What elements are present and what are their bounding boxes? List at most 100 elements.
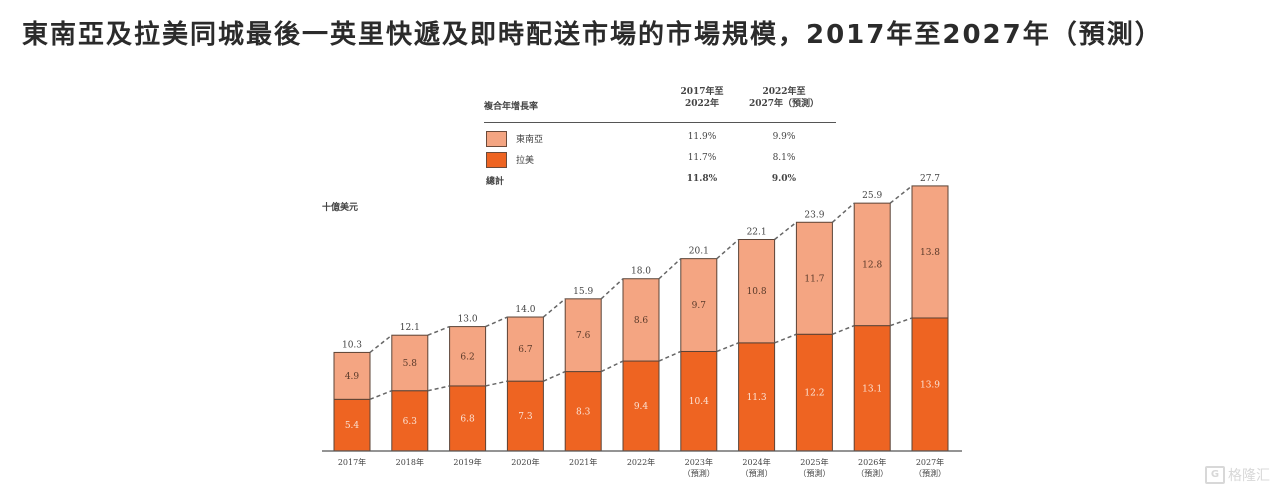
data-label-latam: 5.4 [345,421,360,431]
bar-segment-latam [911,317,949,452]
legend-label-sea: 東南亞 [516,135,544,145]
cagr-total-2022-2027: 9.0% [771,174,797,184]
latam-trend-connector [485,380,508,387]
cagr-col1-line1: 2017年至 [680,87,724,97]
bar-segment-latam [391,390,429,452]
cagr-table-header: 複合年增長率 2017年至 2022年 2022年至 2027年（預測） [484,86,836,123]
total-trend-connector [658,258,682,280]
latam-trend-connector [889,317,913,327]
bar-segment-latam [622,360,660,452]
legend-label-latam: 拉美 [516,156,535,166]
data-label-total: 22.1 [747,228,767,238]
watermark: G 格隆汇 [1205,465,1270,485]
x-tick-label: 2024年 [742,457,770,467]
data-label-total: 18.0 [631,267,651,277]
total-trend-connector [716,238,740,260]
data-label-latam: 13.1 [862,384,882,394]
data-label-sea: 4.9 [345,372,360,382]
total-trend-connector [542,298,566,318]
data-label-total: 13.0 [458,315,478,325]
bar-segment-latam [449,385,487,452]
bar-segment-latam [853,325,891,452]
bar-segment-sea [622,278,660,362]
x-tick-note: （預測） [914,468,946,478]
cagr-col-2017-2022: 2017年至 2022年 [672,86,732,110]
latam-trend-connector [832,324,855,335]
data-label-latam: 13.9 [920,380,940,390]
data-label-total: 15.9 [573,287,593,297]
data-label-sea: 6.7 [518,345,533,355]
latam-trend-connector [369,390,393,401]
x-tick-note: （預測） [856,468,888,478]
bar-segment-latam [564,371,602,452]
bar-segment-sea [564,298,602,373]
x-tick-label: 2018年 [396,457,424,467]
cagr-col-2022-2027: 2022年至 2027年（預測） [742,86,826,110]
data-label-total: 27.7 [920,174,940,184]
cagr-col1-line2: 2022年 [684,99,720,109]
latam-trend-connector [774,333,797,344]
watermark-text: 格隆汇 [1228,468,1270,484]
cagr-sea-2017-2022: 11.9% [687,132,717,142]
bar-segment-sea [391,334,429,392]
data-label-sea: 10.8 [747,287,767,297]
chart-title: 東南亞及拉美同城最後一英里快遞及即時配送市場的市場規模，2017年至2027年（… [22,20,1163,50]
legend-row-sea: 東南亞 11.9% 9.9% [484,127,836,148]
data-label-sea: 6.2 [460,352,474,362]
total-trend-connector [831,202,855,223]
y-axis-unit-label: 十億美元 [322,203,359,213]
data-label-latam: 9.4 [634,402,649,412]
data-label-latam: 11.3 [747,393,767,403]
bar-segment-sea [333,351,371,400]
cagr-table: 複合年增長率 2017年至 2022年 2022年至 2027年（預測） 東南亞… [484,86,836,190]
cagr-latam-2017-2022: 11.7% [687,153,717,163]
data-label-latam: 12.2 [804,389,824,399]
bar-segment-sea [449,326,487,387]
data-label-sea: 8.6 [634,316,649,326]
cagr-total-2017-2022: 11.8% [686,174,718,184]
total-trend-connector [369,334,393,354]
bar-segment-sea [795,221,833,335]
total-trend-connector [600,278,624,300]
latam-trend-connector [543,370,566,382]
legend-swatch-latam [486,152,507,168]
legend-row-total: 總計 11.8% 9.0% [484,169,836,190]
latam-trend-connector [600,360,624,373]
x-tick-label: 2026年 [858,457,886,467]
data-label-sea: 13.8 [920,248,940,258]
bar-segment-sea [911,185,949,319]
data-label-total: 25.9 [862,191,882,201]
total-trend-connector [774,221,797,241]
latam-trend-connector [658,350,682,362]
x-tick-label: 2027年 [916,457,944,467]
total-trend-connector [485,316,508,328]
bar-segment-sea [853,202,891,327]
data-label-total: 23.9 [804,210,824,220]
watermark-logo-icon: G [1205,466,1225,484]
data-label-sea: 9.7 [692,301,707,311]
x-tick-label: 2017年 [338,457,366,467]
data-label-sea: 11.7 [804,274,824,284]
cagr-col2-line2: 2027年（預測） [748,99,820,109]
cagr-sea-2022-2027: 9.9% [772,132,796,142]
cagr-latam-2022-2027: 8.1% [772,153,796,163]
data-label-latam: 7.3 [518,412,533,422]
total-trend-connector [427,325,450,336]
data-label-latam: 8.3 [576,407,591,417]
legend-row-latam: 拉美 11.7% 8.1% [484,148,836,169]
data-label-sea: 5.8 [403,359,418,369]
bar-segment-sea [738,239,776,344]
bar-segment-sea [680,258,718,352]
x-tick-note: （預測） [798,468,830,478]
bar-segment-sea [506,316,544,382]
data-label-total: 20.1 [689,247,709,257]
data-label-total: 14.0 [515,305,535,315]
cagr-label: 複合年增長率 [484,102,539,112]
legend-label-total: 總計 [486,177,505,187]
data-label-sea: 7.6 [576,331,591,341]
legend-swatch-sea [486,131,507,147]
x-tick-label: 2021年 [569,457,597,467]
x-tick-label: 2025年 [800,457,828,467]
x-tick-label: 2022年 [627,457,655,467]
